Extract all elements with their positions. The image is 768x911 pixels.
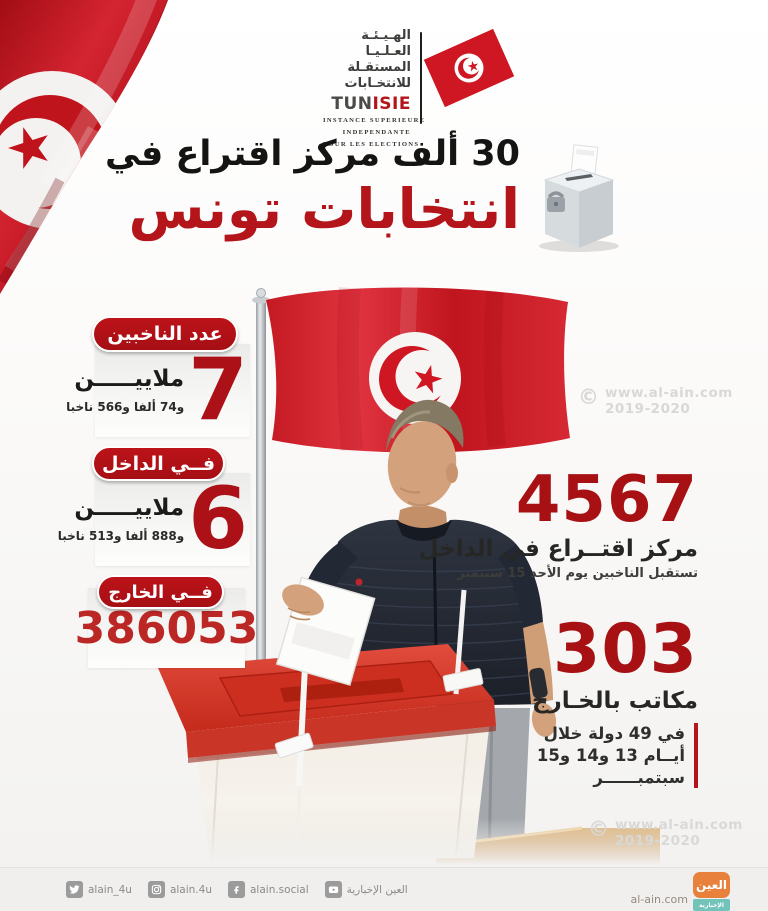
isie-logo: الهـيـئـة العـلـيـا المستقـلة للانتخـابا… xyxy=(323,28,515,149)
offices-abroad-detail-line: في 49 دولة خلال xyxy=(543,724,685,743)
copyright-icon: © xyxy=(588,817,609,841)
stat-value-inside-millions: 6 xyxy=(188,468,248,569)
watermark-bottom: © www.al-ain.com 2019-2020 xyxy=(588,817,743,849)
youtube-link[interactable]: العين الإخبارية xyxy=(324,881,408,898)
stat-unit-millions: ملاييـــــن xyxy=(74,495,185,522)
stat-detail-inside: و888 ألفا و513 ناخبا xyxy=(57,528,185,543)
title-line1: 30 ألف مركز اقتراع في xyxy=(104,134,520,174)
tunisia-flag-large xyxy=(266,285,570,453)
stat-card-voters-total: 7 ملاييـــــن و74 ألفا و566 ناخبا xyxy=(66,339,250,440)
voter-hand xyxy=(282,584,324,616)
padlock-icon xyxy=(547,191,565,212)
facebook-icon[interactable] xyxy=(227,881,245,898)
site-url[interactable]: al-ain.com xyxy=(630,893,688,906)
copyright-icon: © xyxy=(578,385,599,409)
stat-offices-abroad: 303 مكاتب بالخـارج في 49 دولة خلال أيــا… xyxy=(531,610,698,789)
stat-label-inside: فــي الداخل xyxy=(92,446,225,481)
stat-value-voters-millions: 7 xyxy=(188,339,248,440)
youtube-handle[interactable]: العين الإخبارية xyxy=(346,883,408,896)
tunisia-flag-small-icon xyxy=(423,28,515,108)
stat-detail-voters-total: و74 ألفا و566 ناخبا xyxy=(66,399,185,414)
alain-logo[interactable]: العين الإخبارية xyxy=(693,872,730,911)
isie-french-line: INSTANCE SUPERIEURE xyxy=(323,117,426,125)
facebook-handle[interactable]: alain.social xyxy=(249,883,309,896)
watermark-top: © www.al-ain.com 2019-2020 xyxy=(578,385,733,417)
polling-centers-number: 4567 xyxy=(515,463,698,537)
tunisia-flag-drape-decoration xyxy=(0,0,168,294)
instagram-handle[interactable]: alain.4u xyxy=(169,883,212,896)
alain-logo-mark[interactable]: العين xyxy=(693,872,730,898)
instagram-icon[interactable] xyxy=(147,881,165,898)
twitter-link[interactable]: alain_4u xyxy=(66,881,132,898)
isie-logo-text: الهـيـئـة العـلـيـا المستقـلة للانتخـابا… xyxy=(323,28,426,149)
youtube-icon[interactable] xyxy=(324,881,342,898)
ballot-envelope xyxy=(275,576,376,686)
offices-abroad-detail-line: سبتمبــــــر xyxy=(593,767,685,787)
isie-french-line: POUR LES ELECTIONS xyxy=(323,140,420,148)
main-title: 30 ألف مركز اقتراع في انتخابات تونس xyxy=(104,133,522,241)
facebook-link[interactable]: alain.social xyxy=(227,881,309,898)
isie-arabic-line: المستقـلة xyxy=(347,59,411,75)
stat-polling-centers-inside: 4567 مركز اقتــراع في الداخل تستقبل النا… xyxy=(419,468,698,581)
instagram-link[interactable]: alain.4u xyxy=(147,881,212,898)
polling-centers-caption: مركز اقتــراع في الداخل xyxy=(418,536,698,562)
security-straps xyxy=(274,589,484,845)
polling-centers-subline: تستقبل الناخبين يوم الأحد 15 سبتمبر xyxy=(457,566,698,581)
ballot-box-icon xyxy=(539,144,619,252)
twitter-icon[interactable] xyxy=(66,881,83,898)
stat-label-voters-total: عدد الناخبين xyxy=(92,316,238,352)
isie-acronym: TUNISIE xyxy=(331,94,411,115)
social-links-row: alain_4u alain.4u alain.social العين الإ… xyxy=(66,881,408,898)
isie-arabic-line: العـلـيـا xyxy=(365,43,411,59)
isie-arabic-line: للانتخـابات xyxy=(344,75,411,91)
twitter-handle[interactable]: alain_4u xyxy=(88,883,132,896)
offices-abroad-details: في 49 دولة خلال أيــام 13 و14 و15 سبتمبـ… xyxy=(532,723,698,789)
title-line2: انتخابات تونس xyxy=(128,176,522,241)
watermark-years: 2019-2020 xyxy=(615,832,701,849)
stat-card-inside: 6 ملاييـــــن و888 ألفا و513 ناخبا xyxy=(58,468,250,569)
isie-arabic-line: الهـيـئـة xyxy=(361,28,411,43)
isie-french-line: INDEPENDANTE xyxy=(342,128,411,136)
alain-logo-tagline[interactable]: الإخبارية xyxy=(693,899,730,911)
offices-abroad-caption: مكاتب بالخـارج xyxy=(531,688,698,714)
offices-abroad-detail-line: أيــام 13 و14 و15 xyxy=(536,745,685,765)
watermark-site: www.al-ain.com xyxy=(615,817,743,833)
stat-label-abroad: فــي الخارج xyxy=(97,575,224,609)
offices-abroad-number: 303 xyxy=(553,610,698,689)
flag-pole xyxy=(252,288,270,700)
stat-unit-millions: ملاييـــــن xyxy=(74,366,185,393)
stat-value-abroad: 386053 xyxy=(74,602,259,654)
watermark-years: 2019-2020 xyxy=(605,400,691,417)
logo-divider xyxy=(420,32,422,124)
footer-bar: alain_4u alain.4u alain.social العين الإ… xyxy=(0,867,768,911)
watermark-site: www.al-ain.com xyxy=(605,385,733,401)
voting-photo-illustration xyxy=(100,285,660,865)
